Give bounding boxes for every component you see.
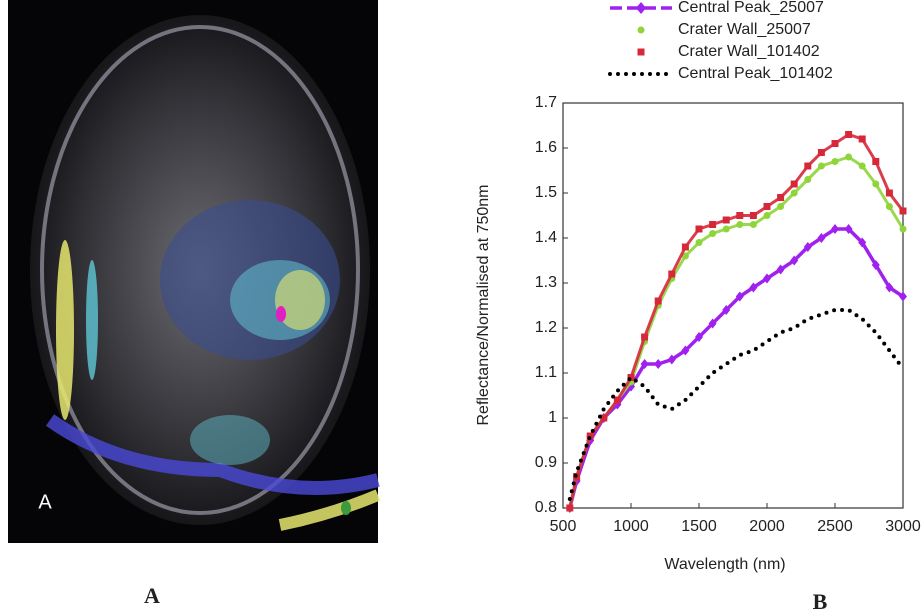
legend-swatch bbox=[637, 26, 645, 34]
x-tick-label: 1500 bbox=[681, 518, 717, 535]
marker bbox=[736, 212, 744, 219]
marker bbox=[777, 203, 785, 210]
marker bbox=[749, 221, 757, 228]
x-axis-label: Wavelength (nm) bbox=[664, 556, 785, 573]
legend-swatch bbox=[637, 48, 645, 56]
legend-label: Crater Wall_101402 bbox=[678, 43, 820, 60]
marker bbox=[681, 243, 689, 251]
marker bbox=[804, 162, 812, 170]
marker bbox=[668, 270, 676, 278]
marker bbox=[763, 203, 771, 210]
y-tick-label: 1.5 bbox=[535, 184, 557, 201]
marker bbox=[817, 162, 825, 170]
plot-frame bbox=[562, 102, 904, 509]
crater-image: A bbox=[8, 0, 381, 543]
y-tick-label: 1.1 bbox=[535, 364, 557, 381]
marker bbox=[845, 131, 853, 138]
marker bbox=[831, 158, 839, 165]
y-tick-label: 1.3 bbox=[535, 274, 557, 291]
marker bbox=[654, 359, 663, 369]
marker bbox=[804, 176, 812, 183]
legend-swatch bbox=[636, 2, 646, 14]
series-line bbox=[568, 227, 904, 509]
y-tick-label: 1.6 bbox=[535, 139, 557, 156]
x-tick-label: 1000 bbox=[613, 518, 649, 535]
marker bbox=[844, 224, 853, 234]
marker bbox=[722, 225, 730, 233]
marker bbox=[735, 291, 744, 302]
marker bbox=[817, 149, 825, 156]
marker bbox=[641, 333, 649, 341]
series-line bbox=[567, 308, 905, 501]
caption: A bbox=[144, 583, 160, 608]
x-tick-label: 2000 bbox=[749, 518, 785, 535]
marker bbox=[654, 297, 662, 305]
marker bbox=[790, 180, 798, 188]
marker bbox=[586, 432, 594, 440]
series-line bbox=[568, 132, 905, 509]
marker bbox=[790, 255, 799, 266]
marker bbox=[817, 233, 826, 243]
marker bbox=[776, 264, 785, 275]
marker bbox=[858, 237, 867, 248]
series-line bbox=[568, 155, 905, 509]
y-tick-label: 1.4 bbox=[535, 229, 557, 246]
marker bbox=[899, 291, 907, 302]
marker bbox=[681, 252, 689, 260]
y-tick-label: 1 bbox=[548, 409, 557, 426]
y-tick-label: 0.8 bbox=[535, 499, 557, 516]
y-axis-label: Reflectance/Normalised at 750nm bbox=[475, 184, 492, 425]
marker bbox=[872, 180, 880, 188]
legend-label: Central Peak_25007 bbox=[678, 0, 824, 16]
marker bbox=[858, 135, 866, 143]
marker bbox=[872, 158, 880, 165]
marker bbox=[763, 212, 771, 219]
marker bbox=[749, 282, 758, 293]
y-tick-label: 1.2 bbox=[535, 319, 557, 336]
marker bbox=[681, 345, 690, 356]
marker bbox=[722, 305, 731, 315]
y-tick-label: 1.7 bbox=[535, 94, 557, 111]
legend-label: Central Peak_101402 bbox=[678, 65, 833, 82]
marker bbox=[600, 414, 608, 422]
marker bbox=[695, 239, 703, 246]
marker bbox=[695, 332, 703, 342]
marker bbox=[709, 230, 717, 237]
marker bbox=[858, 162, 866, 170]
marker bbox=[640, 359, 649, 369]
x-tick-label: 500 bbox=[550, 518, 577, 535]
y-tick-label: 0.9 bbox=[535, 454, 557, 471]
marker bbox=[885, 189, 893, 197]
marker bbox=[736, 221, 744, 228]
marker bbox=[708, 318, 717, 329]
marker bbox=[885, 203, 893, 210]
marker bbox=[627, 374, 635, 381]
marker bbox=[899, 207, 907, 215]
marker bbox=[790, 189, 798, 197]
marker bbox=[763, 273, 771, 284]
legend-label: Crater Wall_25007 bbox=[678, 21, 811, 38]
marker bbox=[831, 224, 839, 234]
marker bbox=[845, 153, 853, 161]
marker bbox=[566, 504, 574, 512]
marker bbox=[871, 260, 880, 270]
marker bbox=[749, 212, 757, 219]
marker bbox=[831, 140, 839, 147]
x-tick-label: 3000 bbox=[885, 518, 921, 535]
marker bbox=[777, 194, 785, 201]
caption: B bbox=[813, 589, 828, 614]
marker bbox=[803, 242, 812, 252]
marker bbox=[695, 225, 703, 233]
marker bbox=[722, 216, 730, 224]
marker bbox=[667, 354, 676, 365]
marker bbox=[613, 396, 621, 404]
marker bbox=[885, 282, 894, 293]
panel-label: A bbox=[38, 491, 52, 513]
marker bbox=[899, 225, 907, 233]
marker bbox=[709, 221, 717, 228]
x-tick-label: 2500 bbox=[817, 518, 853, 535]
